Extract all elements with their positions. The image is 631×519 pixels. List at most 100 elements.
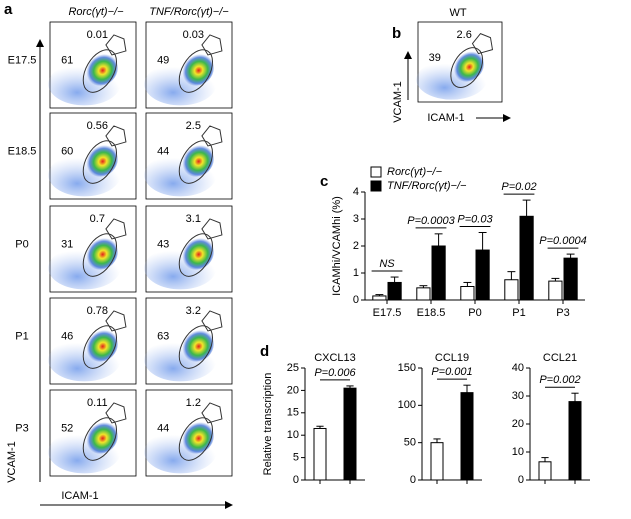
gate-value: 44 <box>157 146 169 158</box>
gate-value: 52 <box>61 423 73 435</box>
scatter-density <box>181 328 214 362</box>
legend-label: TNF/Rorc(γt)−/− <box>387 180 467 192</box>
significance-label: P=0.0004 <box>539 235 586 247</box>
gate <box>201 218 223 240</box>
y-tick-label: 5 <box>293 452 299 464</box>
scatter-density <box>181 420 214 454</box>
scatter-density <box>85 420 118 454</box>
y-tick-label: 20 <box>287 384 299 396</box>
bar <box>504 279 519 301</box>
bar <box>430 442 444 481</box>
gate-value: 60 <box>61 146 73 158</box>
gate <box>105 34 127 56</box>
y-tick-label: 25 <box>287 362 299 374</box>
y-axis-label: ICAMhi/VCAMhi (%) <box>331 196 343 296</box>
chart-title: CCL21 <box>543 352 577 364</box>
bar <box>343 387 357 481</box>
scatter-density <box>85 52 118 86</box>
gate-value: 61 <box>61 55 73 67</box>
gate <box>201 34 223 56</box>
gate-value: 0.56 <box>87 120 108 132</box>
plot-title: WT <box>449 7 466 19</box>
y-axis-label: Relative transcription <box>262 373 274 476</box>
significance-label: P=0.02 <box>501 181 536 193</box>
y-tick-label: 2 <box>353 240 359 252</box>
scatter-density <box>85 236 118 270</box>
gate-value: 49 <box>157 55 169 67</box>
bar <box>538 461 552 481</box>
bar <box>387 281 402 301</box>
gate <box>105 402 127 424</box>
row-label: P3 <box>15 423 28 435</box>
row-label: E17.5 <box>8 55 37 67</box>
y-axis-label: VCAM-1 <box>6 441 18 483</box>
gate <box>450 47 484 88</box>
gate-value: 3.2 <box>186 305 201 317</box>
bar <box>460 392 474 481</box>
bar <box>568 401 582 481</box>
gate <box>178 325 214 369</box>
gate <box>201 402 223 424</box>
column-header: Rorc(γt)−/− <box>68 6 124 18</box>
bar <box>313 427 327 481</box>
bar <box>548 280 563 301</box>
gate-value: 63 <box>157 331 169 343</box>
gate-value: 3.1 <box>186 213 201 225</box>
scatter-density <box>181 236 214 270</box>
row-label: E18.5 <box>8 146 37 158</box>
gate <box>105 310 127 332</box>
chart-title: CXCL13 <box>314 352 356 364</box>
y-tick-label: 10 <box>512 446 524 458</box>
gate <box>178 49 214 93</box>
y-tick-label: 30 <box>512 390 524 402</box>
bar <box>563 257 578 301</box>
gate <box>178 140 214 184</box>
scatter-density <box>85 328 118 362</box>
gate <box>178 233 214 277</box>
y-tick-label: 3 <box>353 213 359 225</box>
row-label: P1 <box>15 331 28 343</box>
gate-value: 39 <box>429 52 441 64</box>
y-tick-label: 0 <box>410 474 416 486</box>
gate-value: 1.2 <box>186 397 201 409</box>
y-tick-label: 50 <box>404 437 416 449</box>
bar <box>431 245 446 301</box>
gate-value: 0.11 <box>87 397 108 409</box>
panel-label: b <box>392 25 401 42</box>
row-label: P0 <box>15 239 28 251</box>
y-tick-label: 0 <box>353 294 359 306</box>
y-tick-label: 0 <box>293 474 299 486</box>
bar <box>460 286 475 301</box>
panel-label: a <box>4 1 13 18</box>
y-tick-label: 15 <box>287 407 299 419</box>
x-tick-label: P1 <box>512 307 525 319</box>
gate <box>82 325 118 369</box>
x-tick-label: E18.5 <box>417 307 446 319</box>
gate <box>178 417 214 461</box>
panel-label: c <box>320 173 328 190</box>
y-tick-label: 4 <box>353 186 359 198</box>
significance-label: P=0.002 <box>539 374 580 386</box>
gate-value: 0.03 <box>183 29 204 41</box>
gate <box>82 49 118 93</box>
scatter-density <box>181 143 214 177</box>
significance-label: NS <box>379 258 395 270</box>
y-tick-label: 20 <box>512 418 524 430</box>
y-axis-label: VCAM-1 <box>392 81 404 123</box>
legend-swatch <box>370 166 382 178</box>
gate-value: 0.7 <box>90 213 105 225</box>
legend-label: Rorc(γt)−/− <box>387 166 443 178</box>
gate-value: 46 <box>61 331 73 343</box>
chart-title: CCL19 <box>435 352 469 364</box>
legend-swatch <box>370 180 382 192</box>
significance-label: P=0.03 <box>457 213 493 225</box>
gate <box>105 125 127 147</box>
panel-label: d <box>260 343 269 360</box>
y-tick-label: 1 <box>353 267 359 279</box>
x-tick-label: E17.5 <box>373 307 402 319</box>
scatter-density <box>452 50 485 82</box>
gate <box>82 417 118 461</box>
significance-label: P=0.0003 <box>407 215 455 227</box>
x-axis-label: ICAM-1 <box>61 490 98 502</box>
bar <box>475 249 490 301</box>
